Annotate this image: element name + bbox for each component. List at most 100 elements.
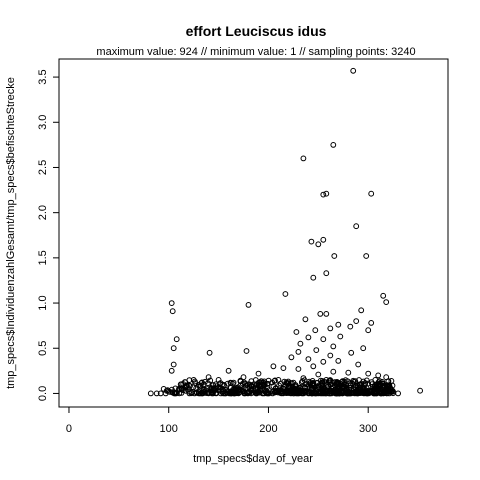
data-point [353,223,360,230]
data-point [320,336,327,343]
data-point [235,386,242,392]
data-point [280,365,287,372]
data-point [317,311,324,317]
data-point [275,377,282,383]
data-point [186,382,192,389]
data-point [192,378,198,385]
data-point [327,352,334,359]
data-point [240,374,247,381]
data-point [165,388,172,395]
data-point [305,356,312,363]
data-point [216,384,223,391]
data-point [168,300,175,307]
data-point [295,388,302,395]
data-point [231,390,238,397]
data-point [245,302,252,308]
data-point [384,390,391,396]
data-point [347,323,354,330]
data-point [225,367,232,374]
data-point [243,348,250,354]
data-point [310,381,317,388]
data-point [358,307,365,314]
data-point [368,379,375,386]
data-point [355,361,362,368]
data-point [269,379,276,386]
data-point [332,379,339,386]
plot-frame [58,58,449,408]
data-point [190,377,197,383]
data-point [315,241,322,248]
data-point [345,369,352,376]
data-point [323,270,330,277]
data-point [300,155,307,162]
data-point [218,390,224,397]
data-point [255,370,262,377]
data-point [246,381,253,388]
data-point [337,333,344,340]
data-point [353,318,360,325]
data-point [381,390,388,397]
data-point [169,308,176,315]
data-point [330,368,337,375]
data-point [185,386,192,392]
data-point [340,383,347,390]
data-point [285,389,291,396]
data-point [375,386,382,392]
data-point [173,336,180,343]
data-point [320,236,327,243]
data-point [319,388,326,395]
data-point [251,388,258,395]
data-point [330,388,337,395]
data-point [266,387,272,394]
data-point [368,320,375,326]
x-axis-label: tmp_specs$day_of_year [193,453,313,465]
data-point [365,327,372,334]
data-point [320,358,327,365]
data-point [300,375,307,382]
data-point [291,389,298,396]
data-point [225,388,232,395]
data-point [160,386,167,392]
data-point [395,390,402,397]
data-point [339,390,346,397]
y-tick-label: 3.0 [37,115,49,130]
data-point [360,388,367,395]
data-point [356,384,363,391]
data-point [177,381,184,388]
data-point [206,349,213,356]
data-point [230,379,237,386]
data-point [233,390,239,397]
data-point [259,382,265,389]
y-axis-label: tmp_specs$IndividuenzahlGesamt/tmp_specs… [5,77,17,389]
data-point [168,367,175,374]
data-point [320,386,327,392]
data-point [147,390,154,397]
data-point [270,363,277,370]
data-points [147,67,424,397]
y-tick-label: 3.5 [37,69,49,84]
data-point [308,238,315,245]
data-point [215,377,222,383]
data-point [288,390,294,397]
data-point [195,388,202,395]
data-point [310,363,317,370]
data-point [275,387,282,394]
data-point [385,382,392,389]
data-point [323,377,330,383]
data-point [224,380,231,387]
data-point [288,354,295,361]
data-point [326,378,332,384]
data-point [237,378,244,385]
data-point [386,383,393,390]
y-tick-label: 1.5 [37,250,49,265]
chart-title: effort Leuciscus idus [186,23,327,39]
y-tick-label: 0.0 [37,386,49,401]
data-point [365,380,372,387]
x-tick-label: 0 [66,423,72,435]
data-point [362,380,369,386]
data-point [153,390,160,397]
data-point [366,388,372,395]
data-point [315,371,322,378]
data-point [220,383,227,390]
data-point [360,345,367,352]
